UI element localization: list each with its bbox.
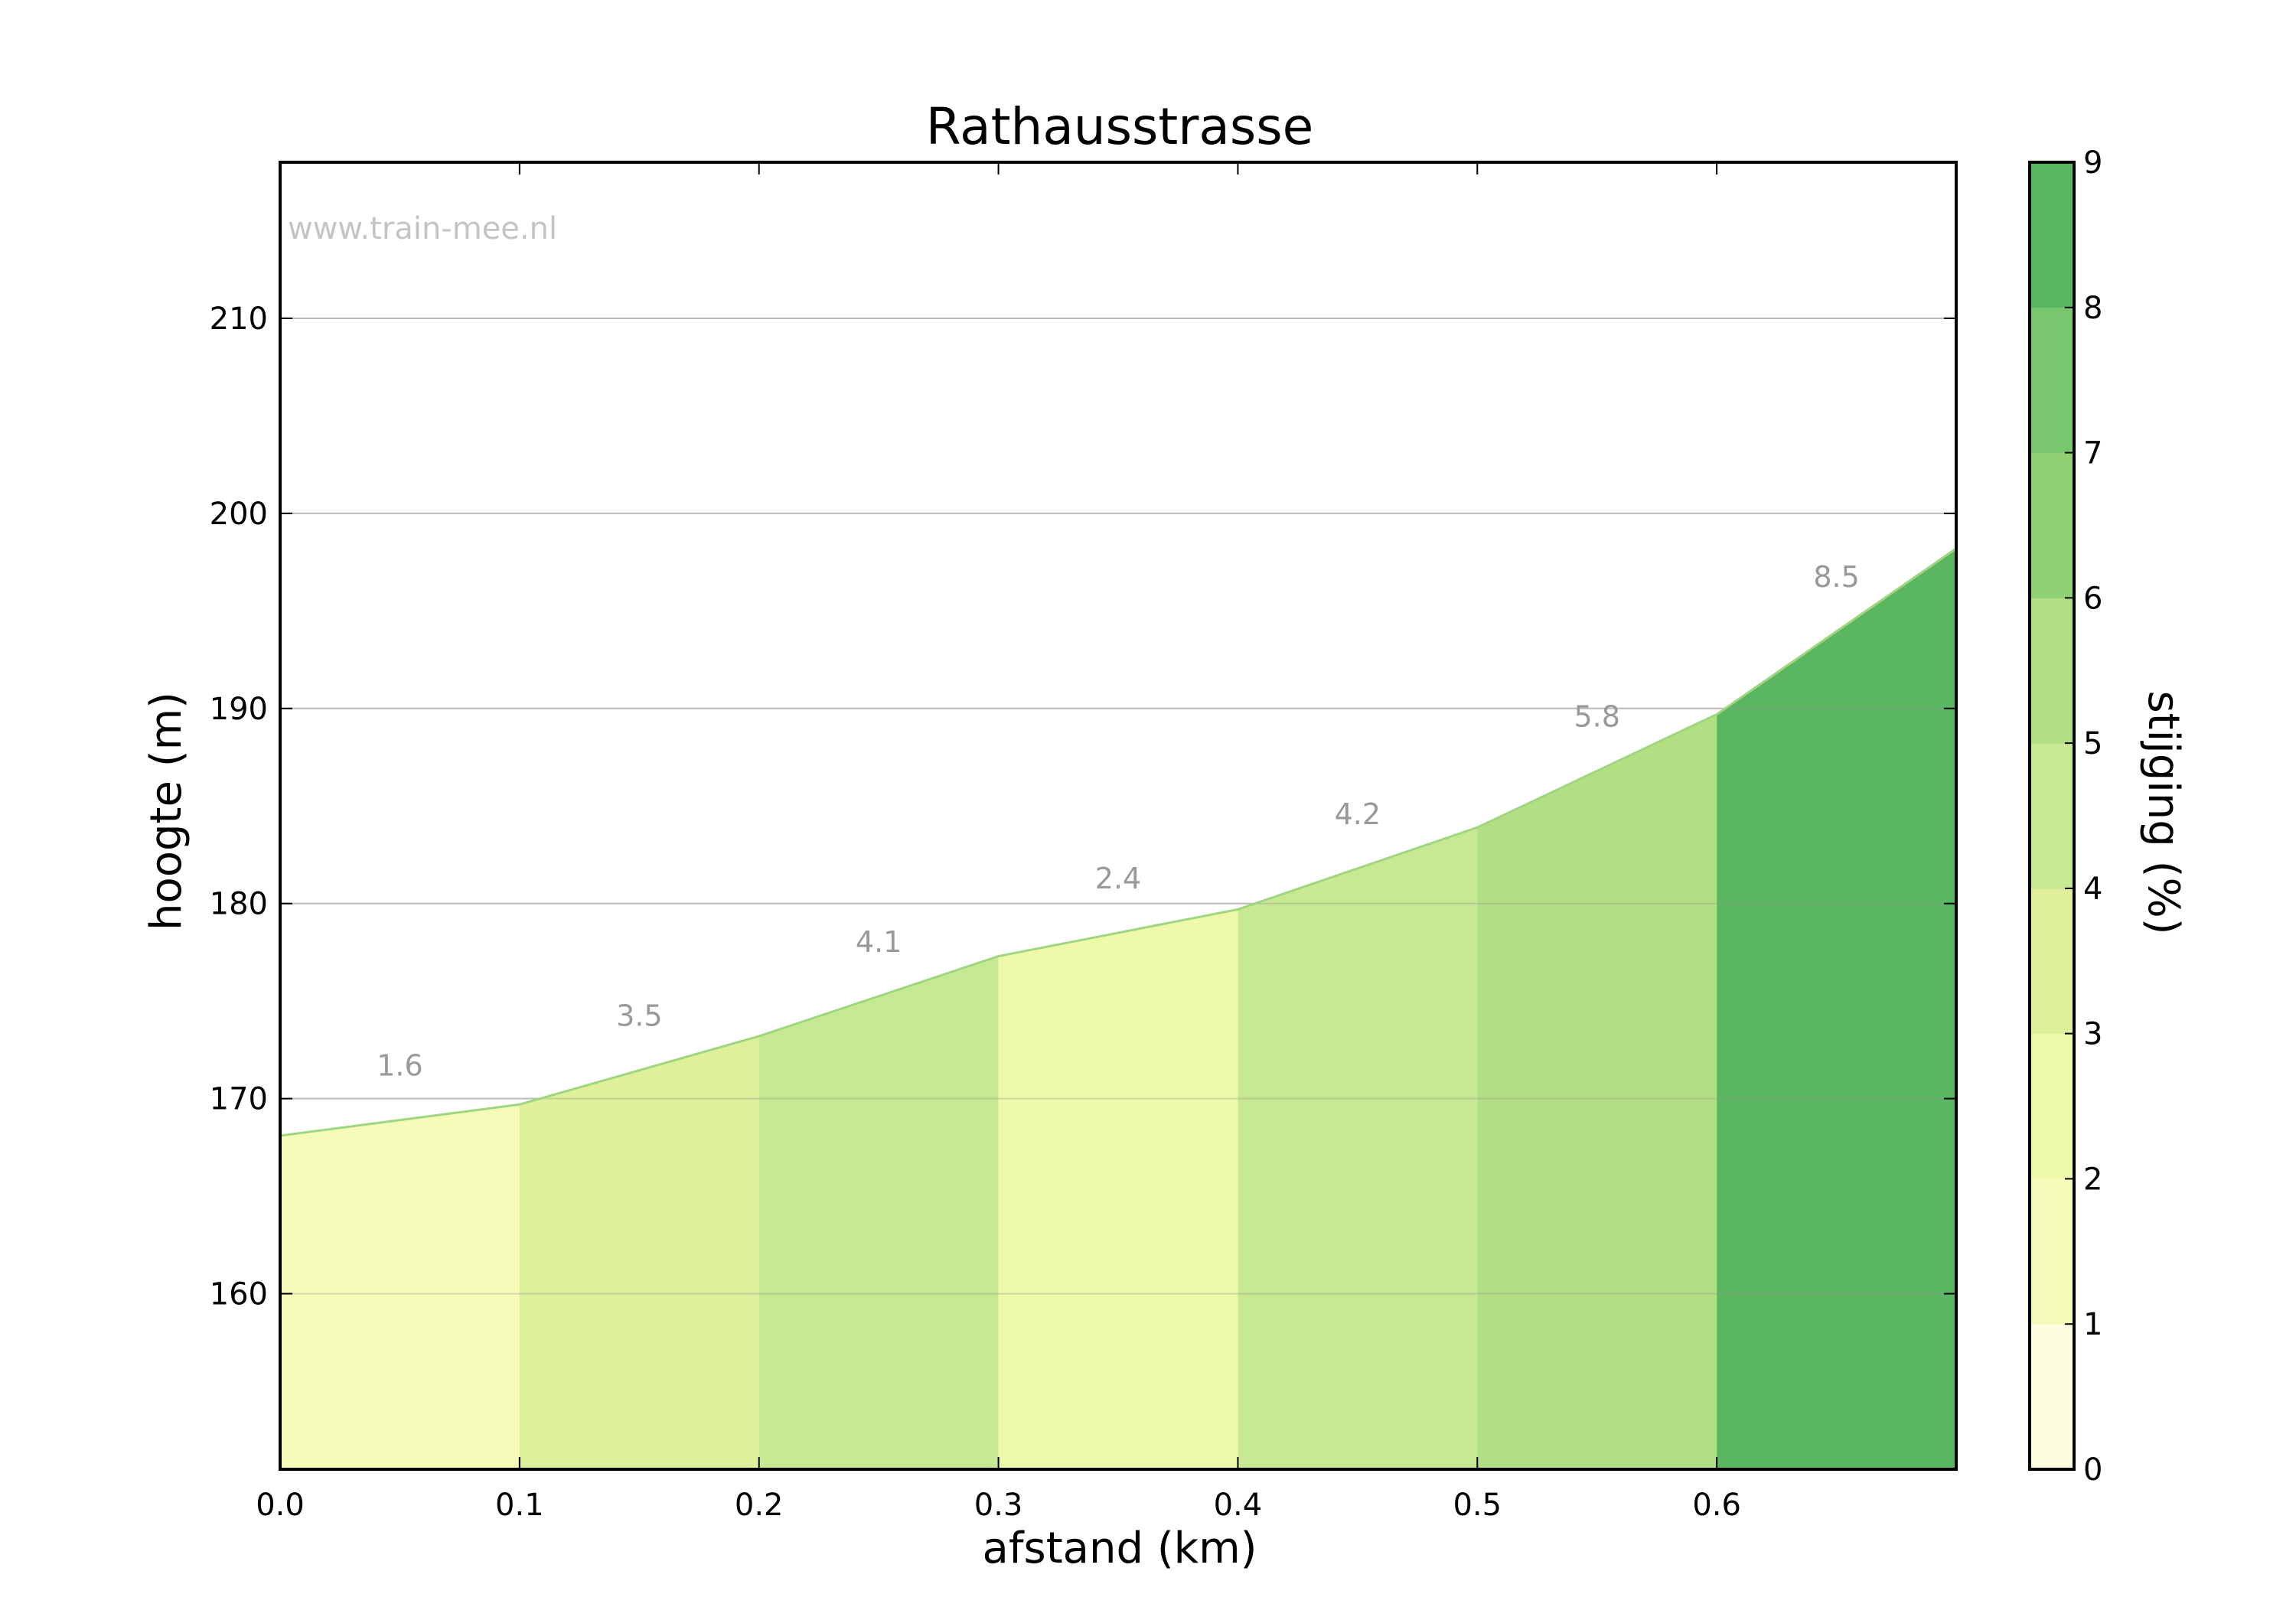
colorbar-tick-label-4: 4	[2083, 872, 2102, 907]
segment-label-5: 4.2	[1335, 797, 1381, 831]
y-tick-label-160: 160	[210, 1277, 268, 1312]
chart-title: Rathausstrasse	[926, 97, 1313, 156]
colorbar-band-1	[2030, 1178, 2074, 1325]
x-axis-title: afstand (km)	[983, 1524, 1257, 1573]
x-tick-label-0.0: 0.0	[256, 1488, 305, 1523]
segment-fill-6	[1477, 714, 1717, 1469]
elevation-profile-line	[279, 547, 1957, 1137]
y-tick-label-190: 190	[210, 692, 268, 727]
colorbar-tick-label-5: 5	[2083, 726, 2102, 761]
colorbar-tick-label-1: 1	[2083, 1307, 2102, 1342]
y-tick-label-170: 170	[210, 1082, 268, 1117]
segment-fill-1	[280, 1104, 520, 1469]
x-tick-label-0.1: 0.1	[495, 1488, 544, 1523]
x-tick-label-0.6: 0.6	[1692, 1488, 1741, 1523]
colorbar-title: stijging (%)	[2138, 690, 2188, 934]
segment-fill-7	[1717, 548, 1956, 1470]
colorbar-tick-label-8: 8	[2083, 291, 2102, 326]
colorbar-tick-label-7: 7	[2083, 436, 2102, 471]
watermark-text: www.train-mee.nl	[288, 211, 557, 246]
colorbar-band-4	[2030, 743, 2074, 889]
colorbar-tick-label-9: 9	[2083, 145, 2102, 181]
colorbar-frame	[2028, 161, 2076, 1471]
plot-area: 1.6 3.5 4.1 2.4 4.2 5.8 8.5 0.0 0.1 0.2 0.3 0.4 0.5 0…	[210, 161, 1958, 1523]
x-tick-label-0.3: 0.3	[974, 1488, 1023, 1523]
colorbar: 0 1 2 3 4 5 6 7 8 9	[2028, 145, 2102, 1488]
colorbar-tick-label-2: 2	[2083, 1162, 2102, 1197]
x-tick-label-0.2: 0.2	[735, 1488, 784, 1523]
y-tick-label-180: 180	[210, 887, 268, 922]
x-tick-label-0.5: 0.5	[1453, 1488, 1502, 1523]
colorbar-tick-label-6: 6	[2083, 581, 2102, 616]
colorbar-band-6	[2030, 452, 2074, 598]
colorbar-band-5	[2030, 598, 2074, 744]
colorbar-band-7	[2030, 307, 2074, 454]
segment-fill-2	[519, 1036, 759, 1469]
colorbar-band-8	[2030, 162, 2074, 308]
colorbar-tick-label-3: 3	[2083, 1017, 2102, 1052]
segment-label-1: 1.6	[377, 1049, 422, 1083]
segment-label-7: 8.5	[1813, 560, 1859, 594]
segment-fill-3	[758, 956, 999, 1469]
y-tick-label-200: 200	[210, 497, 268, 532]
y-tick-label-210: 210	[210, 302, 268, 337]
segment-fill-4	[998, 909, 1238, 1469]
colorbar-band-2	[2030, 1033, 2074, 1179]
colorbar-band-3	[2030, 888, 2074, 1035]
segment-label-3: 4.1	[856, 925, 902, 959]
segment-label-2: 3.5	[616, 999, 662, 1033]
plot-frame	[279, 161, 1958, 1471]
x-tick-label-0.4: 0.4	[1214, 1488, 1263, 1523]
segment-label-4: 2.4	[1095, 862, 1141, 895]
segment-fill-5	[1238, 827, 1478, 1469]
colorbar-band-0	[2030, 1324, 2074, 1470]
colorbar-tick-label-0: 0	[2083, 1452, 2102, 1488]
y-axis-title: hoogte (m)	[142, 692, 191, 931]
segment-label-6: 5.8	[1574, 699, 1619, 733]
